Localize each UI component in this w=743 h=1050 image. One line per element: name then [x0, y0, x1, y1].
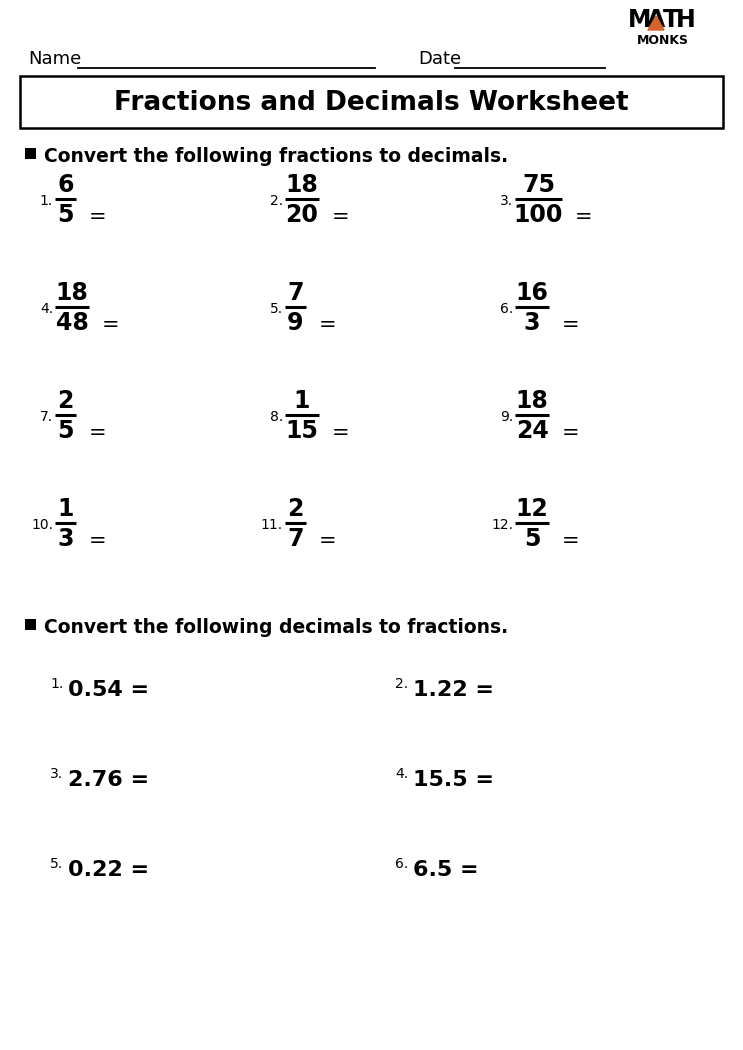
- Text: =: =: [332, 423, 350, 443]
- Text: 4.: 4.: [40, 302, 53, 316]
- Text: 6.: 6.: [500, 302, 513, 316]
- FancyBboxPatch shape: [25, 620, 36, 630]
- Text: =: =: [319, 531, 337, 551]
- Text: MONKS: MONKS: [637, 34, 689, 47]
- Text: 0.22 =: 0.22 =: [68, 860, 149, 880]
- Text: Fractions and Decimals Worksheet: Fractions and Decimals Worksheet: [114, 90, 629, 116]
- Text: H: H: [676, 8, 696, 32]
- Text: 6: 6: [57, 173, 74, 197]
- Text: =: =: [89, 423, 107, 443]
- Text: 2.: 2.: [270, 194, 283, 208]
- Text: 5: 5: [524, 527, 540, 551]
- Text: 16: 16: [516, 281, 548, 304]
- Text: =: =: [102, 315, 120, 335]
- Text: 12.: 12.: [491, 518, 513, 532]
- Text: 4.: 4.: [395, 766, 408, 781]
- Text: 18: 18: [285, 173, 319, 197]
- Text: 11.: 11.: [261, 518, 283, 532]
- Text: 5: 5: [57, 419, 74, 443]
- Text: 75: 75: [522, 173, 555, 197]
- Text: 3: 3: [524, 311, 540, 335]
- Text: 2: 2: [288, 497, 304, 521]
- Text: T: T: [663, 8, 679, 32]
- Text: 1.22 =: 1.22 =: [413, 680, 494, 700]
- FancyBboxPatch shape: [20, 76, 723, 128]
- Text: 7: 7: [288, 527, 304, 551]
- Text: 7.: 7.: [40, 410, 53, 424]
- Text: 48: 48: [56, 311, 88, 335]
- Text: 24: 24: [516, 419, 548, 443]
- Text: Name: Name: [28, 50, 81, 68]
- Text: =: =: [575, 207, 593, 227]
- Text: =: =: [562, 315, 580, 335]
- Text: =: =: [332, 207, 350, 227]
- Text: 2: 2: [57, 388, 74, 413]
- Text: 18: 18: [56, 281, 88, 304]
- Text: 1: 1: [293, 388, 310, 413]
- Text: 2.: 2.: [395, 677, 408, 691]
- Text: =: =: [89, 531, 107, 551]
- Text: 8.: 8.: [270, 410, 283, 424]
- Text: =: =: [89, 207, 107, 227]
- Text: A: A: [647, 8, 665, 32]
- Text: 100: 100: [514, 203, 563, 227]
- Text: 6.: 6.: [395, 857, 408, 872]
- Text: 10.: 10.: [31, 518, 53, 532]
- Text: 20: 20: [285, 203, 319, 227]
- FancyBboxPatch shape: [25, 148, 36, 159]
- Text: 5.: 5.: [50, 857, 63, 872]
- Text: 3.: 3.: [500, 194, 513, 208]
- Text: 5: 5: [57, 203, 74, 227]
- Text: 2.76 =: 2.76 =: [68, 770, 149, 790]
- Text: 5.: 5.: [270, 302, 283, 316]
- Text: 18: 18: [516, 388, 548, 413]
- Text: Convert the following fractions to decimals.: Convert the following fractions to decim…: [44, 147, 508, 166]
- Text: 7: 7: [288, 281, 304, 304]
- Text: =: =: [562, 423, 580, 443]
- Text: 0.54 =: 0.54 =: [68, 680, 149, 700]
- Text: 1.: 1.: [39, 194, 53, 208]
- Polygon shape: [648, 16, 664, 30]
- Text: M: M: [629, 8, 652, 32]
- Text: Convert the following decimals to fractions.: Convert the following decimals to fracti…: [44, 618, 508, 637]
- Text: 15.5 =: 15.5 =: [413, 770, 494, 790]
- Text: 12: 12: [516, 497, 548, 521]
- Text: 1.: 1.: [50, 677, 63, 691]
- Text: 9: 9: [288, 311, 304, 335]
- Text: =: =: [319, 315, 337, 335]
- Text: Date: Date: [418, 50, 461, 68]
- Text: =: =: [562, 531, 580, 551]
- Text: 1: 1: [57, 497, 74, 521]
- Text: 6.5 =: 6.5 =: [413, 860, 478, 880]
- Text: 3.: 3.: [50, 766, 63, 781]
- Text: 15: 15: [285, 419, 319, 443]
- Text: 3: 3: [57, 527, 74, 551]
- Text: 9.: 9.: [500, 410, 513, 424]
